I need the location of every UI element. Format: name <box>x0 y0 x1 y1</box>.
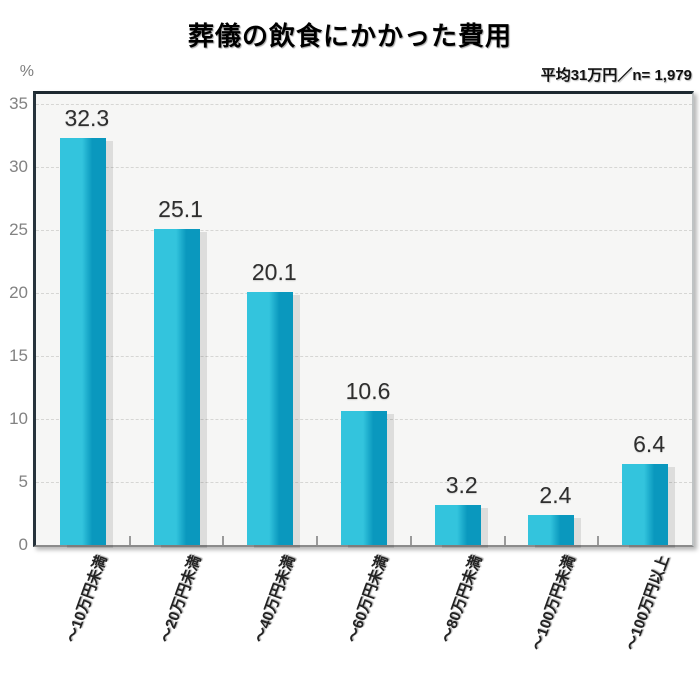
gridline <box>36 293 692 295</box>
bar-value-label: 20.1 <box>251 258 297 285</box>
x-tick-mark <box>316 536 319 545</box>
y-tick-label: 35 <box>9 94 28 114</box>
y-tick-label: 10 <box>9 409 28 429</box>
gridline <box>36 104 692 106</box>
x-category-label: 〜10万円未満 <box>63 553 111 645</box>
x-category-label: 〜60万円未満 <box>344 553 392 645</box>
gridline <box>36 356 692 358</box>
y-tick-label: 20 <box>9 283 28 303</box>
x-category-label: 〜100万円未満 <box>529 553 580 653</box>
bar-value-label: 6.4 <box>633 431 666 458</box>
bar-value-label: 3.2 <box>445 471 478 498</box>
x-tick-mark <box>597 536 600 545</box>
y-tick-label: 15 <box>9 346 28 366</box>
x-tick-mark <box>503 536 506 545</box>
bar <box>341 411 387 545</box>
bar <box>153 228 200 545</box>
bar <box>59 138 106 545</box>
gridline <box>36 230 692 232</box>
bar <box>247 291 294 545</box>
bar <box>622 464 669 545</box>
y-tick-label: 0 <box>18 535 28 554</box>
chart-subtitle: 平均31万円／n= 1,979 <box>540 67 692 84</box>
x-tick-mark <box>128 536 131 545</box>
plot-area: 32.3 25.1 20.1 10.6 3.2 2.4 6.4 <box>33 91 694 547</box>
bar-value-label: 10.6 <box>345 378 391 405</box>
x-tick-mark <box>409 536 412 545</box>
bar-value-label: 25.1 <box>158 195 203 222</box>
y-tick-label: 5 <box>18 472 28 491</box>
x-category-label: 〜100万円以上 <box>622 553 673 653</box>
gridline <box>36 167 692 169</box>
x-category-label: 〜80万円未満 <box>438 553 486 645</box>
bar-value-label: 2.4 <box>539 481 572 508</box>
y-axis-unit-label: % <box>19 63 34 80</box>
bar-value-label: 32.3 <box>64 105 110 132</box>
y-tick-label: 30 <box>9 157 28 177</box>
x-tick-mark <box>222 536 225 545</box>
chart-title: 葬儀の飲食にかかった費用 <box>187 21 512 51</box>
bar <box>528 514 575 545</box>
x-category-label: 〜20万円未満 <box>157 553 205 645</box>
y-tick-label: 25 <box>9 220 28 240</box>
x-category-label: 〜40万円未満 <box>250 553 299 645</box>
bar <box>434 504 481 545</box>
